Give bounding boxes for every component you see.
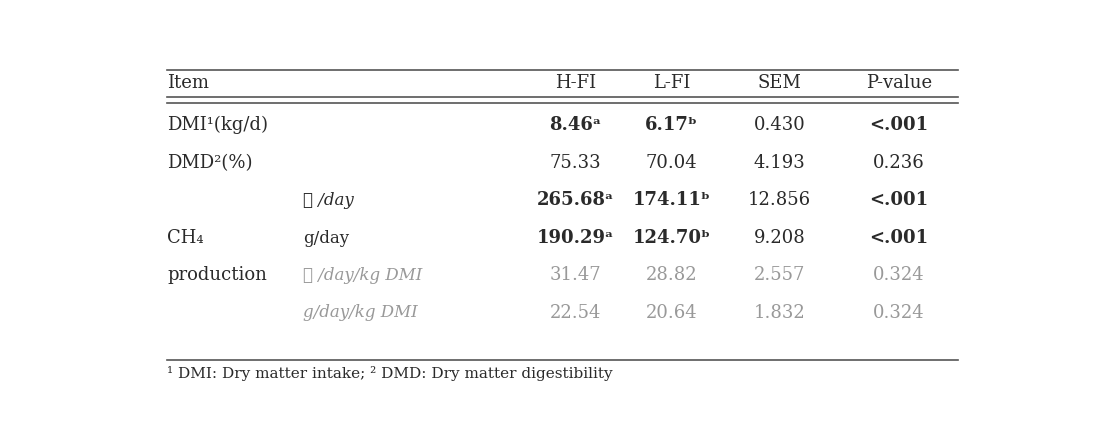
Text: 0.324: 0.324	[873, 266, 925, 284]
Text: ¹ DMI: Dry matter intake; ² DMD: Dry matter digestibility: ¹ DMI: Dry matter intake; ² DMD: Dry mat…	[167, 366, 613, 381]
Text: 1.832: 1.832	[754, 304, 806, 322]
Text: 265.68ᵃ: 265.68ᵃ	[537, 191, 614, 209]
Text: 124.70ᵇ: 124.70ᵇ	[632, 229, 710, 247]
Text: <.001: <.001	[870, 191, 929, 209]
Text: production: production	[167, 266, 267, 284]
Text: 4.193: 4.193	[754, 154, 806, 171]
Text: 9.208: 9.208	[754, 229, 806, 247]
Text: 0.236: 0.236	[873, 154, 925, 171]
Text: 2.557: 2.557	[754, 266, 806, 284]
Text: 28.82: 28.82	[646, 266, 697, 284]
Text: P-value: P-value	[866, 74, 932, 92]
Text: 70.04: 70.04	[646, 154, 697, 171]
Text: ℓ /day: ℓ /day	[303, 192, 354, 209]
Text: 22.54: 22.54	[550, 304, 602, 322]
Text: 31.47: 31.47	[550, 266, 602, 284]
Text: 12.856: 12.856	[748, 191, 811, 209]
Text: DMD²(%): DMD²(%)	[167, 154, 253, 171]
Text: 75.33: 75.33	[550, 154, 602, 171]
Text: 8.46ᵃ: 8.46ᵃ	[549, 116, 602, 134]
Text: CH₄: CH₄	[167, 229, 203, 247]
Text: 174.11ᵇ: 174.11ᵇ	[632, 191, 710, 209]
Text: L-FI: L-FI	[653, 74, 691, 92]
Text: H-FI: H-FI	[554, 74, 596, 92]
Text: 20.64: 20.64	[646, 304, 697, 322]
Text: DMI¹(kg/d): DMI¹(kg/d)	[167, 116, 268, 134]
Text: 190.29ᵃ: 190.29ᵃ	[537, 229, 614, 247]
Text: g/day/kg DMI: g/day/kg DMI	[303, 304, 418, 321]
Text: ℓ /day/kg DMI: ℓ /day/kg DMI	[303, 267, 423, 284]
Text: 6.17ᵇ: 6.17ᵇ	[646, 116, 698, 134]
Text: <.001: <.001	[870, 116, 929, 134]
Text: 0.430: 0.430	[754, 116, 806, 134]
Text: Item: Item	[167, 74, 209, 92]
Text: g/day: g/day	[303, 229, 349, 246]
Text: <.001: <.001	[870, 229, 929, 247]
Text: SEM: SEM	[758, 74, 802, 92]
Text: 0.324: 0.324	[873, 304, 925, 322]
